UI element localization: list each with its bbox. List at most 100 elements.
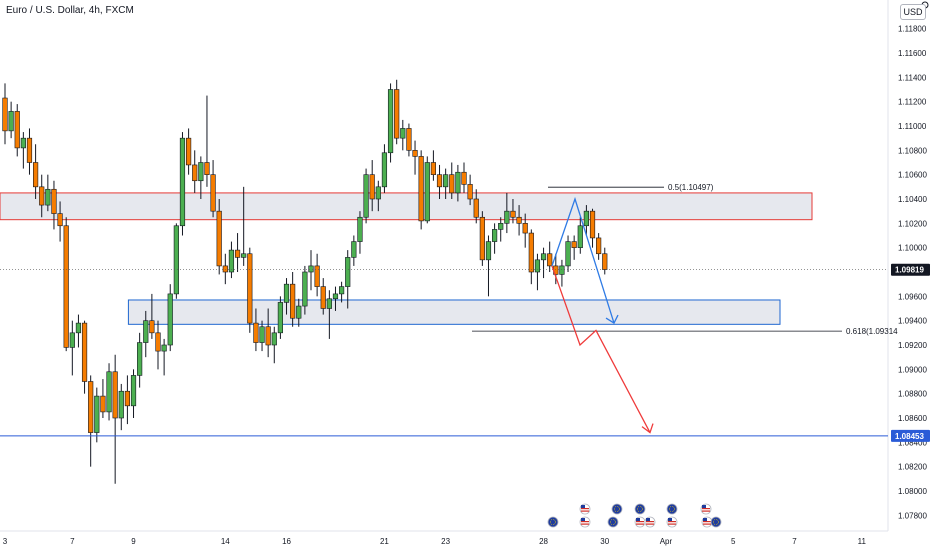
candle-body — [179, 137, 186, 227]
us-stripe — [581, 510, 589, 512]
candle-body — [143, 320, 149, 343]
candle-body — [51, 188, 57, 214]
candle-body — [338, 286, 345, 295]
candle-body — [473, 198, 479, 218]
price-tick-label: 1.11000 — [898, 122, 927, 131]
time-tick-label: 5 — [731, 537, 736, 546]
candle-body — [32, 162, 39, 188]
price-tag-label: 1.09819 — [895, 266, 924, 275]
price-tick-label: 1.08000 — [898, 487, 927, 496]
us-canton — [703, 518, 707, 521]
eu-stars — [669, 505, 676, 512]
candle-body — [265, 326, 271, 346]
time-tick-label: 30 — [600, 537, 609, 546]
candle-body — [296, 305, 302, 319]
candle-body — [375, 186, 381, 200]
us-stripe — [636, 521, 644, 523]
price-tag-bg — [891, 263, 930, 276]
candle-body — [112, 371, 118, 419]
price-tick-label: 1.10200 — [898, 219, 927, 228]
time-tick-label: 16 — [282, 537, 291, 546]
candle-body — [320, 286, 326, 309]
candle-body — [137, 342, 143, 376]
price-tick-label: 1.08600 — [898, 414, 927, 423]
candle-body — [69, 332, 75, 348]
candle-body — [547, 253, 553, 267]
us-canton — [702, 505, 706, 508]
bearish-arrow-head — [641, 423, 654, 434]
candle-body — [357, 216, 363, 242]
candle-body — [516, 216, 522, 224]
price-tick-label: 1.09000 — [898, 365, 927, 374]
candle-body — [2, 97, 8, 132]
candle-body — [394, 89, 400, 139]
candle-body — [534, 259, 541, 273]
candle-body — [106, 371, 112, 413]
candle-body — [94, 395, 100, 433]
price-tick-label: 1.10400 — [898, 195, 927, 204]
candle-body — [479, 216, 485, 261]
candle-body — [130, 375, 137, 407]
us-canton — [581, 518, 585, 521]
candle-body — [155, 332, 161, 352]
candle-body — [26, 137, 33, 163]
time-tick-label: Apr — [660, 537, 673, 546]
candle-body — [351, 241, 357, 258]
us-stripe — [636, 523, 644, 525]
candle-body — [381, 152, 388, 188]
candle-body — [253, 322, 259, 343]
bullish-arrow-head — [605, 314, 619, 325]
price-tick-label: 1.10800 — [898, 146, 927, 155]
candle-body — [161, 344, 167, 352]
price-tick-label: 1.10600 — [898, 171, 927, 180]
candle-body — [485, 241, 492, 261]
candle-body — [8, 111, 14, 132]
candle-body — [387, 89, 394, 154]
candle-body — [504, 210, 510, 224]
price-tick-label: 1.10000 — [898, 244, 927, 253]
price-tick-label: 1.09400 — [898, 317, 927, 326]
candle-body — [461, 171, 467, 185]
price-tick-label: 1.09600 — [898, 292, 927, 301]
price-tag-label: 1.08453 — [895, 432, 924, 441]
us-canton — [636, 518, 640, 521]
candle-body — [204, 162, 210, 175]
candle-body — [302, 271, 308, 307]
candle-body — [192, 164, 198, 182]
time-tick-label: 14 — [221, 537, 230, 546]
candle-body — [436, 174, 443, 188]
candle-body — [577, 225, 583, 248]
candle-body — [63, 225, 69, 348]
candle-body — [540, 253, 547, 261]
price-tick-label: 1.11600 — [898, 49, 927, 58]
us-stripe — [703, 523, 711, 525]
candle-body — [173, 225, 179, 295]
candle-body — [522, 223, 528, 234]
eu-flag-icon — [666, 503, 678, 515]
price-tick-label: 1.08200 — [898, 463, 927, 472]
candle-body — [326, 298, 332, 309]
candle-body — [88, 381, 94, 433]
support-zone — [127, 299, 781, 325]
candle-body — [198, 162, 204, 182]
candle-body — [283, 283, 290, 303]
eu-stars — [637, 505, 644, 512]
bullish-projection-path — [551, 196, 615, 324]
currency-button[interactable]: USD — [900, 4, 926, 20]
candle-body — [406, 128, 412, 151]
candle-body — [210, 174, 216, 212]
candle-body — [314, 265, 320, 287]
candle-body — [20, 137, 26, 149]
eu-stars — [610, 519, 617, 526]
candle-body — [124, 390, 130, 407]
price-tick-label: 1.11800 — [898, 25, 927, 34]
candle-body — [14, 111, 20, 149]
time-tick-label: 11 — [858, 537, 867, 546]
eu-flag-icon — [634, 503, 646, 515]
time-tick-label: 9 — [131, 537, 136, 546]
us-stripe — [702, 508, 710, 510]
time-tick-label: 7 — [70, 537, 75, 546]
candle-body — [589, 210, 596, 239]
